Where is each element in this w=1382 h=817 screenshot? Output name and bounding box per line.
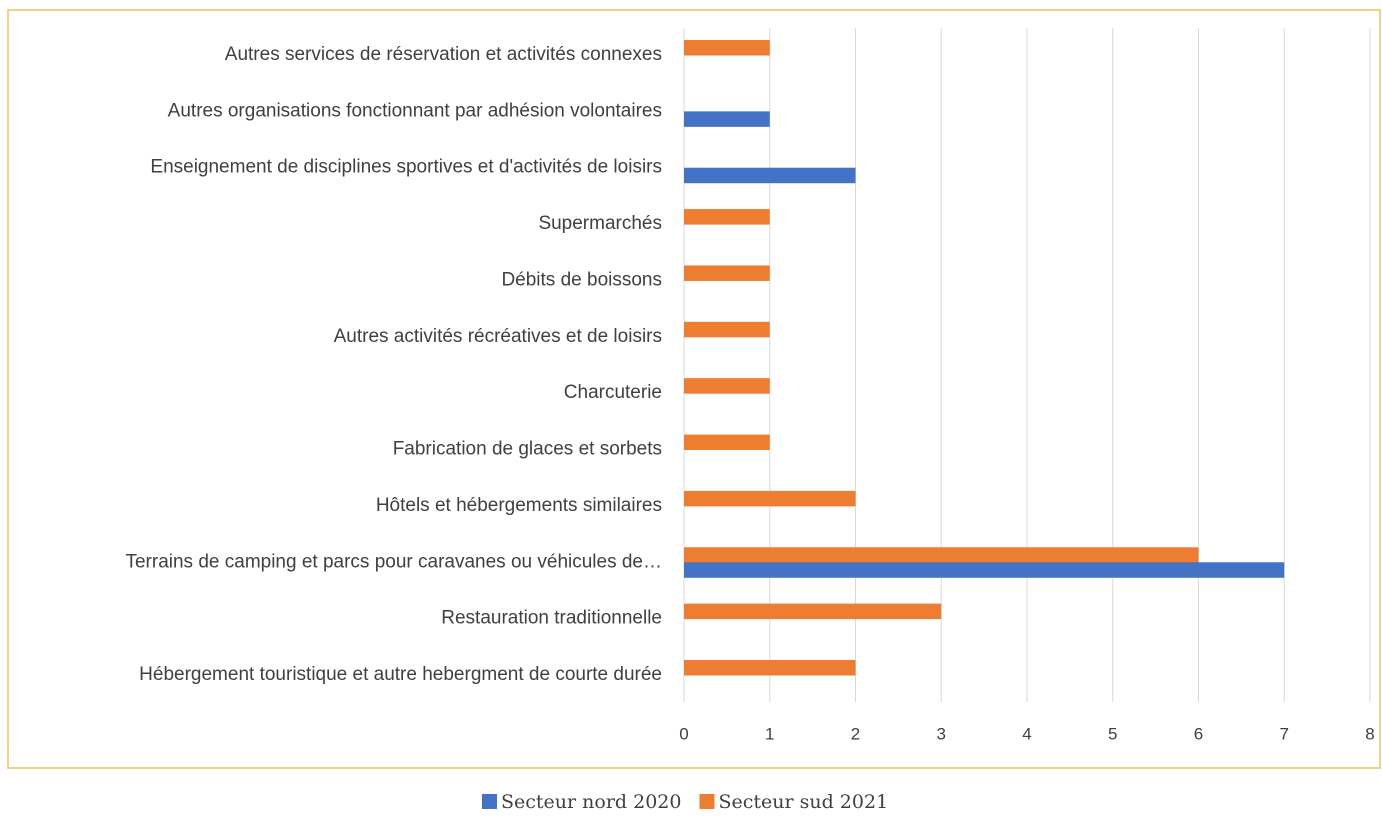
bar bbox=[684, 547, 1199, 563]
x-tick-label: 8 bbox=[1365, 724, 1374, 743]
bar bbox=[684, 660, 856, 676]
y-tick-label: Supermarchés bbox=[538, 213, 662, 234]
bar bbox=[684, 490, 856, 507]
legend-label: Secteur nord 2020 bbox=[501, 791, 681, 813]
x-tick-label: 3 bbox=[937, 724, 946, 743]
x-tick-label: 2 bbox=[851, 724, 860, 743]
y-tick-label: Fabrication de glaces et sorbets bbox=[393, 439, 662, 460]
bar bbox=[684, 378, 770, 394]
x-tick-label: 5 bbox=[1108, 724, 1117, 743]
y-tick-label: Charcuterie bbox=[564, 382, 662, 403]
x-tick-label: 1 bbox=[765, 724, 774, 743]
y-tick-label: Terrains de camping et parcs pour carava… bbox=[125, 551, 662, 572]
y-tick-label: Autres services de réservation et activi… bbox=[225, 44, 662, 65]
y-tick-label: Hôtels et hébergements similaires bbox=[376, 495, 662, 516]
x-tick-label: 4 bbox=[1022, 724, 1031, 743]
legend-label: Secteur sud 2021 bbox=[718, 791, 888, 813]
bar bbox=[684, 603, 942, 620]
y-tick-label: Débits de boissons bbox=[501, 269, 662, 290]
y-tick-label: Hébergement touristique et autre hebergm… bbox=[139, 664, 662, 685]
chart-border bbox=[7, 9, 1381, 769]
bar bbox=[684, 111, 770, 127]
bar bbox=[684, 265, 770, 281]
bar bbox=[684, 562, 1285, 578]
x-tick-label: 6 bbox=[1194, 724, 1203, 743]
x-tick-label: 7 bbox=[1280, 724, 1289, 743]
bar bbox=[684, 209, 770, 225]
bar bbox=[684, 167, 856, 184]
y-tick-label: Restauration traditionnelle bbox=[441, 608, 662, 629]
y-tick-label: Enseignement de disciplines sportives et… bbox=[150, 157, 662, 178]
bar bbox=[684, 40, 770, 56]
bar bbox=[684, 434, 770, 451]
y-tick-label: Autres activités récréatives et de loisi… bbox=[334, 326, 662, 347]
y-tick-label: Autres organisations fonctionnant par ad… bbox=[168, 100, 662, 121]
legend-swatch bbox=[482, 794, 497, 809]
x-tick-label: 0 bbox=[679, 724, 688, 743]
legend-swatch bbox=[699, 794, 715, 809]
bar bbox=[684, 321, 770, 338]
